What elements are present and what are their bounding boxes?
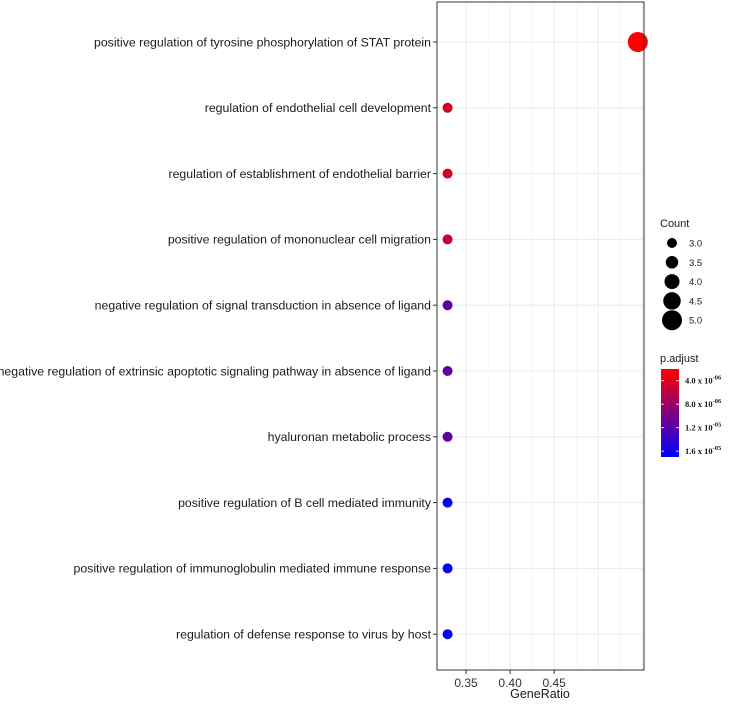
count-legend-dot [663,292,681,310]
count-legend-entries: 3.0 3.5 4.0 4.5 5.0 [662,238,702,331]
term-label: regulation of establishment of endotheli… [169,167,432,181]
data-points [442,32,648,640]
term-labels: positive regulation of tyrosine phosphor… [0,35,437,642]
term-label: negative regulation of extrinsic apoptot… [0,364,431,378]
data-point [442,234,453,245]
p-adjust-legend-title: p.adjust [660,353,699,365]
colorbar-tick-label: 1.2 x 10-05 [685,422,722,433]
term-label: positive regulation of B cell mediated i… [178,496,432,510]
p-adjust-ticks: 4.0 x 10-06 8.0 x 10-06 1.2 x 10-05 1.6 x 1… [661,375,722,456]
term-label: positive regulation of tyrosine phosphor… [94,35,431,49]
colorbar-tick-label: 1.6 x 10-05 [685,445,722,456]
p-adjust-legend: p.adjust 4.0 x 10-06 8.0 x 10-06 1.2 x 10-… [660,353,722,457]
data-point [442,431,453,442]
plot-panel-border [436,1,645,671]
data-point [442,300,453,311]
count-legend-dot [665,256,679,269]
grid-layer [437,2,644,670]
count-legend-dot [667,238,677,248]
data-point [442,563,453,574]
count-legend: Count 3.0 3.5 4.0 4.5 5.0 [660,218,702,331]
count-legend-label: 4.0 [689,277,702,288]
count-legend-label: 5.0 [689,316,702,327]
data-point [627,32,648,52]
data-point [442,497,453,508]
x-tick-label: 0.40 [498,676,522,690]
data-point [442,168,453,179]
term-label: positive regulation of mononuclear cell … [168,233,431,247]
count-legend-label: 3.5 [689,258,702,269]
x-tick-label: 0.45 [542,676,566,690]
term-label: regulation of endothelial cell developme… [205,101,432,115]
p-adjust-colorbar [661,369,679,457]
term-label: regulation of defense response to virus … [176,628,432,642]
count-legend-dot [664,274,680,290]
data-point [442,629,453,640]
term-label: negative regulation of signal transducti… [95,299,432,313]
colorbar-tick-label: 8.0 x 10-06 [685,398,722,409]
count-legend-title: Count [660,218,689,230]
count-legend-dot [662,310,682,331]
count-legend-label: 4.5 [689,296,702,307]
count-legend-label: 3.0 [689,239,702,250]
x-tick-label: 0.35 [454,676,478,690]
x-axis-title: GeneRatio [510,687,570,701]
colorbar-tick-label: 4.0 x 10-06 [685,375,722,386]
data-point [442,366,453,376]
term-label: positive regulation of immunoglobulin me… [74,562,432,576]
data-point [442,102,453,113]
x-axis-ticks: 0.35 0.40 0.45 [454,670,566,690]
term-label: hyaluronan metabolic process [268,430,431,444]
